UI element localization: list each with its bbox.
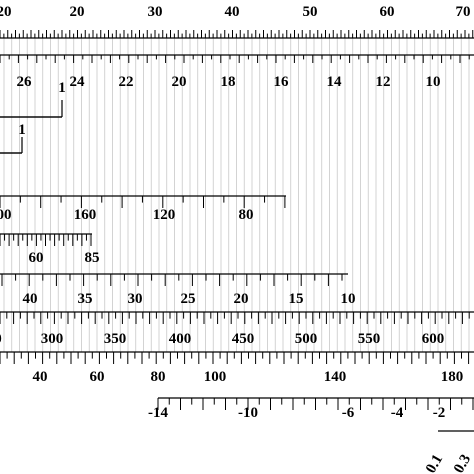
- points-label: 60: [380, 4, 395, 20]
- row-8-label: 0: [0, 331, 2, 347]
- row-10-label: -10: [238, 405, 258, 421]
- points-label: 20: [70, 4, 85, 20]
- points-label: 50: [303, 4, 318, 20]
- axes: [0, 30, 474, 432]
- row-9-label: 80: [151, 369, 166, 385]
- row-2-label: 22: [119, 74, 134, 90]
- row-8-label: 350: [104, 331, 127, 347]
- row-3-label: 1: [58, 80, 66, 96]
- row-2-label: 16: [274, 74, 290, 90]
- row-9-label: 100: [204, 369, 227, 385]
- row-7-label: 35: [78, 291, 93, 307]
- row-7-label: 30: [128, 291, 143, 307]
- row-2-label: 12: [376, 74, 391, 90]
- row-11-label: 0.1: [423, 452, 446, 474]
- row-6-label: 85: [85, 250, 100, 266]
- row-5-label: 120: [153, 207, 176, 223]
- row-5-label: 80: [239, 207, 254, 223]
- row-10-label: -6: [342, 405, 355, 421]
- row-9-label: 60: [90, 369, 105, 385]
- row-7-label: 15: [289, 291, 304, 307]
- row-11-label: 0.3: [451, 452, 474, 474]
- row-8-label: 600: [422, 331, 445, 347]
- row-2-label: 26: [17, 74, 33, 90]
- row-7-label: 25: [181, 291, 196, 307]
- row-8-label: 450: [232, 331, 255, 347]
- row-2-label: 20: [172, 74, 187, 90]
- row-7-label: 10: [341, 291, 356, 307]
- row-7-label: 20: [234, 291, 249, 307]
- row-10-label: -2: [433, 405, 446, 421]
- row-2-label: 24: [70, 74, 86, 90]
- row-8-label: 550: [358, 331, 381, 347]
- row-5-label: 160: [74, 207, 97, 223]
- row-8-label: 500: [295, 331, 318, 347]
- row-4-label: 1: [18, 122, 26, 138]
- row-2-label: 18: [221, 74, 236, 90]
- row-6-label: 60: [29, 250, 44, 266]
- row-8-label: 300: [41, 331, 64, 347]
- points-label: 40: [225, 4, 240, 20]
- row-10-label: -4: [391, 405, 404, 421]
- points-label: 20: [0, 4, 12, 20]
- row-7-label: 40: [23, 291, 38, 307]
- grid-lines: [3, 38, 470, 352]
- row-8-label: 400: [169, 331, 192, 347]
- row-2-label: 10: [426, 74, 441, 90]
- row-9-label: 140: [324, 369, 347, 385]
- row-5-label: 00: [0, 207, 12, 223]
- points-label: 70: [456, 4, 471, 20]
- row-2-label: 14: [327, 74, 343, 90]
- row-9-label: 180: [441, 369, 464, 385]
- row-10-label: -14: [148, 405, 168, 421]
- points-label: 30: [148, 4, 163, 20]
- row-9-label: 40: [33, 369, 48, 385]
